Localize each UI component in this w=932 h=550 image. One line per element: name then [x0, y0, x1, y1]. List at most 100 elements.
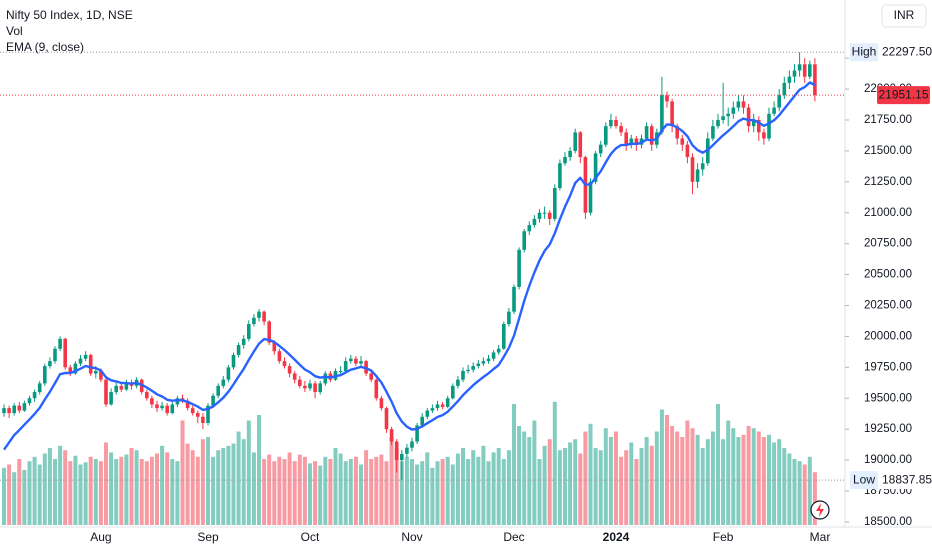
y-tick-label: 19750.00	[864, 361, 912, 373]
volume-bar	[593, 448, 598, 525]
volume-bar	[532, 420, 537, 525]
y-tick-label: 19250.00	[864, 423, 912, 435]
volume-bar	[241, 439, 246, 525]
volume-bar	[353, 456, 358, 525]
candle-body	[782, 82, 787, 96]
candle-body	[43, 366, 47, 384]
volume-bar	[721, 439, 726, 525]
volume-bar	[160, 445, 165, 525]
volume-bar	[93, 459, 98, 525]
candle-body	[104, 379, 108, 405]
volume-bar	[180, 420, 185, 525]
candle-body	[711, 126, 715, 139]
candle-body	[481, 361, 486, 364]
candle-body	[415, 425, 419, 442]
y-tick-label: 21750.00	[864, 114, 912, 126]
volume-bar	[170, 459, 175, 525]
volume-bar	[27, 461, 32, 525]
candle-body	[563, 157, 567, 164]
candle-body	[537, 212, 542, 219]
candle-body	[292, 373, 297, 380]
candle-body	[308, 383, 312, 389]
candle-body	[547, 212, 552, 219]
volume-bar	[670, 426, 675, 525]
volume-bar	[792, 459, 797, 525]
volume-bar	[231, 443, 236, 525]
volume-bar	[568, 442, 573, 525]
currency-button[interactable]	[881, 4, 927, 28]
candle-body	[573, 132, 577, 151]
volume-bar	[624, 450, 629, 525]
volume-bar	[812, 472, 817, 525]
candle-body	[685, 144, 690, 158]
currency-label[interactable]: INR	[894, 8, 915, 22]
volume-bar	[155, 453, 159, 525]
volume-bar	[563, 448, 567, 525]
candle-body	[593, 153, 598, 182]
volume-bar	[700, 448, 705, 525]
candle-body	[496, 348, 501, 353]
volume-bar	[506, 450, 511, 525]
y-tick-label: 18500.00	[864, 516, 912, 528]
volume-bar	[777, 439, 782, 525]
candle-body	[772, 107, 776, 114]
candle-body	[476, 363, 481, 367]
volume-bar	[328, 459, 333, 525]
y-tick-label: 21250.00	[864, 176, 912, 188]
candle-body	[109, 392, 113, 405]
candle-body	[471, 366, 475, 370]
volume-bar	[47, 448, 52, 525]
volume-bar	[450, 464, 455, 525]
candle-body	[211, 395, 215, 406]
candle-body	[802, 64, 807, 77]
candle-body	[185, 400, 190, 409]
volume-bar	[200, 439, 205, 525]
candle-body	[369, 373, 373, 380]
volume-bar	[98, 461, 103, 525]
candle-body	[451, 385, 455, 399]
candle-body	[532, 218, 537, 226]
candle-body	[287, 366, 292, 374]
y-tick-label: 20750.00	[864, 238, 912, 250]
x-tick-label: Feb	[713, 530, 734, 544]
candle-body	[63, 338, 67, 368]
candle-body	[466, 369, 470, 372]
candle-body	[32, 392, 37, 399]
volume-bar	[267, 454, 272, 525]
volume-bar	[282, 459, 287, 525]
candle-body	[797, 64, 802, 71]
candle-body	[787, 76, 792, 83]
volume-bar	[797, 461, 802, 525]
volume-bar	[379, 454, 384, 525]
volume-bar	[588, 423, 593, 525]
volume-bar	[104, 442, 108, 525]
candle-body	[767, 113, 771, 139]
x-tick-label: Oct	[301, 530, 320, 544]
candle-body	[670, 101, 674, 127]
volume-bar	[466, 459, 471, 525]
volume-bar	[78, 464, 83, 525]
candle-body	[124, 383, 129, 390]
candle-body	[400, 453, 404, 461]
candle-body	[53, 348, 57, 362]
candle-body	[808, 64, 812, 77]
candle-body	[746, 107, 751, 127]
candle-body	[303, 385, 307, 389]
volume-bar	[761, 437, 766, 525]
volume-bar	[257, 415, 261, 525]
volume-bar	[134, 450, 139, 525]
volume-bar	[144, 461, 149, 525]
candle-body	[558, 163, 562, 188]
candle-body	[359, 361, 363, 364]
candle-body	[405, 447, 409, 454]
volume-bar	[619, 456, 624, 525]
candle-body	[73, 363, 78, 374]
volume-bar	[415, 464, 420, 525]
volume-bar	[37, 464, 42, 525]
candle-body	[410, 441, 414, 448]
candle-body	[430, 408, 435, 411]
candle-body	[660, 95, 664, 133]
candle-body	[27, 398, 32, 404]
volume-bar	[552, 401, 557, 525]
volume-bar	[384, 461, 389, 525]
